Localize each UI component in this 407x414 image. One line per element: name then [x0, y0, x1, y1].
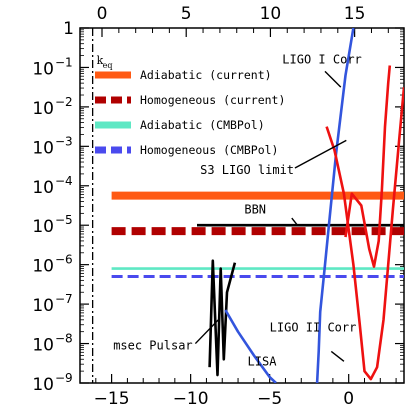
series-ligo-ii-corr — [325, 87, 404, 381]
y-tick-label: 10 — [32, 336, 54, 356]
y-tick-label-exp: −4 — [55, 174, 73, 188]
legend-label-adiabatic-cmbpol: Adiabatic (CMBPol) — [140, 118, 265, 132]
annotation-leader-ligo-ii-corr — [330, 350, 345, 362]
annotation-ligo-ii-corr: LIGO II Corr — [270, 321, 357, 335]
x-tick-label: −5 — [257, 389, 282, 409]
y-tick-label-exp: −3 — [55, 134, 73, 148]
y-tick-label: 10 — [32, 138, 54, 158]
y-tick-label: 10 — [32, 257, 54, 277]
y-tick-label: 10 — [32, 99, 54, 119]
y-tick-label: 10 — [32, 178, 54, 198]
series-lisa — [224, 309, 277, 383]
series-s3-ligo-limit — [315, 28, 355, 383]
k-eq-label-sub: eq — [103, 61, 113, 70]
annotation-leader-bbn — [291, 217, 299, 227]
y-tick-label-exp: −6 — [55, 253, 73, 267]
y-tick-label: 1 — [63, 19, 74, 39]
x-top-tick-label: 0 — [97, 4, 108, 24]
annotation-ligo-i-corr: LIGO I Corr — [282, 53, 361, 67]
x-tick-label: −15 — [94, 389, 130, 409]
y-tick-label-exp: −7 — [55, 292, 73, 306]
y-tick-label-exp: −1 — [55, 55, 73, 69]
series-ligo-i-corr — [344, 65, 392, 268]
x-top-tick-label: 5 — [181, 4, 192, 24]
k-eq-label: k — [97, 54, 104, 67]
legend-label-homogeneous-cmbpol: Homogeneous (CMBPol) — [140, 143, 278, 157]
x-top-tick-label: 10 — [260, 4, 282, 24]
y-tick-label-exp: −8 — [55, 332, 73, 346]
x-tick-label: 0 — [343, 389, 354, 409]
annotation-lisa: LISA — [248, 354, 278, 368]
y-tick-label: 10 — [32, 59, 54, 79]
y-tick-label-exp: −9 — [55, 371, 73, 385]
annotation-leader-ligo-i-corr — [324, 70, 342, 88]
y-tick-label-exp: −2 — [55, 95, 73, 109]
legend-label-homogeneous-current: Homogeneous (current) — [140, 93, 285, 107]
plot-frame — [79, 27, 405, 384]
y-tick-label-exp: −5 — [55, 213, 73, 227]
x-tick-label: −10 — [173, 389, 209, 409]
y-tick-label: 10 — [32, 296, 54, 316]
annotation-leader-msec-pulsar — [194, 319, 219, 345]
annotation-leader-s3-ligo-limit — [294, 139, 347, 169]
y-tick-label: 10 — [32, 217, 54, 237]
legend-label-adiabatic-current: Adiabatic (current) — [140, 68, 272, 82]
series-msec-pulsar — [208, 259, 237, 377]
x-top-tick-label: 15 — [344, 4, 366, 24]
annotation-bbn: BBN — [244, 202, 266, 216]
annotation-msec-pulsar: msec Pulsar — [113, 338, 192, 352]
y-tick-label: 10 — [32, 375, 54, 395]
annotation-s3-ligo-limit: S3 LIGO limit — [200, 163, 294, 177]
